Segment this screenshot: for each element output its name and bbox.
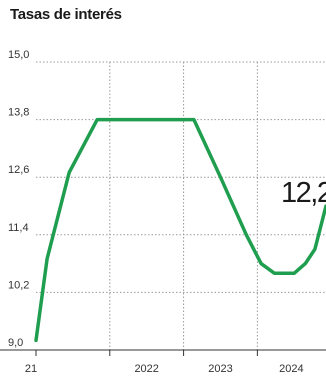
x-tick-label: 21 [25,363,37,375]
y-tick-label: 15,0 [8,49,29,61]
axes [0,349,326,356]
x-tick-label: 2024 [279,363,303,375]
annotation-label: 12,25 [281,177,326,209]
series-line [34,117,326,343]
chart-title: Tasas de interés [10,6,122,23]
y-tick-label: 12,6 [8,164,29,176]
y-tick-label: 11,4 [8,222,29,234]
series-layer [34,117,326,343]
y-tick-label: 13,8 [8,107,29,119]
y-tick-label: 9,0 [8,337,23,349]
x-tick-label: 2022 [134,363,158,375]
x-tick-label: 2023 [208,363,232,375]
labels: 15,0 13,8 12,6 11,4 10,2 9,0 21 2022 2023 2024 12,… [8,49,326,375]
y-tick-label: 10,2 [8,279,29,291]
